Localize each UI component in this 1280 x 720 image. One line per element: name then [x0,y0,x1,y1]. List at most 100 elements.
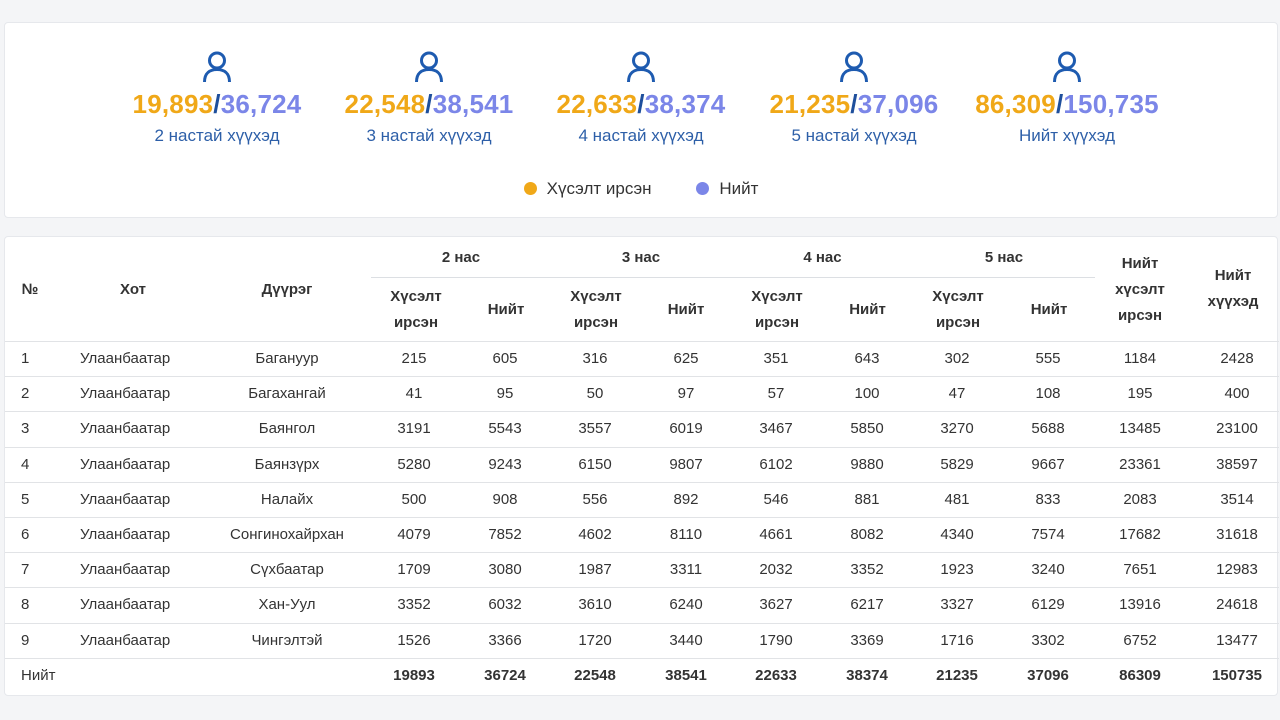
cell-city: Улаанбаатар [80,596,171,614]
stat-numbers: 19,893/36,724 [132,89,302,119]
stat-numbers: 21,235/37,096 [769,89,939,119]
cell-value: 8110 [669,526,703,543]
table-row: 3 Улаанбаатар Баянгол 3191 5543 3557 6019 3467 5… [5,411,1279,446]
header-divider [371,277,1095,278]
stat-requested: 19,893 [132,89,214,119]
cell-total-value: 22633 [755,666,797,684]
stat-numbers: 22,633/38,374 [556,89,726,119]
cell-value: 13485 [1119,420,1161,438]
cell-city: Улаанбаатар [80,385,171,403]
cell-value: 892 [673,490,699,508]
cell-value: 400 [1224,385,1250,403]
cell-value: 881 [854,490,880,508]
cell-value: 6019 [669,420,703,438]
stat-total: 150,735 [1063,89,1159,119]
cell-value: 95 [496,385,514,403]
stat-age-4: 22,633/38,374 4 настай хүүхэд [541,51,741,146]
table-row: 5 Улаанбаатар Налайх 500 908 556 892 546 881 481 8… [5,481,1279,517]
header-total: Нийт [849,301,886,318]
header-total-requested: Нийт хүсэлт ирсэн [1115,255,1165,324]
cell-value: 1790 [759,631,793,649]
header-age-4: 4 нас [803,249,842,266]
cell-total-value: 86309 [1119,666,1161,684]
table-row: 8 Улаанбаатар Хан-Уул 3352 6032 3610 6240 3627 6… [5,587,1279,622]
cell-district: Сүхбаатар [250,561,324,579]
cell-value: 1720 [578,631,612,649]
header-age-2: 2 нас [441,249,481,266]
cell-no: 6 [21,526,30,543]
cell-value: 2083 [1123,490,1157,508]
cell-value: 4340 [940,526,974,543]
header-requested: Хүсэлт ирсэн [932,288,984,331]
cell-no: 2 [21,385,30,403]
cell-value: 3240 [1031,561,1065,579]
header-total: Нийт [667,301,705,318]
stat-requested: 21,235 [769,89,851,119]
cell-value: 833 [1035,490,1061,508]
header-no: № [21,281,39,298]
cell-value: 3270 [940,420,974,438]
cell-value: 625 [673,350,699,367]
cell-total-value: 37096 [1027,666,1069,684]
cell-city: Улаанбаатар [80,631,171,649]
cell-value: 6240 [669,596,703,614]
legend-label-total: Нийт [719,179,759,198]
table-row: 4 Улаанбаатар Баянзүрх 5280 9243 6150 9807 6102… [5,446,1279,482]
cell-total-value: 150735 [1211,666,1263,684]
cell-value: 8082 [850,526,884,543]
cell-value: 3327 [940,596,974,614]
stat-label: 3 настай хүүхэд [366,126,492,145]
stat-numbers: 86,309/150,735 [975,89,1159,119]
header-total: Нийт [487,301,525,318]
stat-total: 36,724 [220,89,302,119]
cell-value: 215 [401,350,427,367]
stat-label: 4 настай хүүхэд [578,126,704,145]
cell-city: Улаанбаатар [80,561,171,579]
cell-total-value: 21235 [936,666,978,684]
cell-value: 3352 [397,596,431,614]
requested-dot-icon [523,182,537,195]
cell-value: 605 [492,350,518,367]
cell-value: 13477 [1216,631,1258,649]
table-total-row: Нийт 19893 36724 22548 38541 22633 38374 21235 3… [5,657,1279,693]
cell-value: 23100 [1216,420,1258,438]
cell-no: 9 [21,631,30,649]
cell-value: 6102 [759,455,793,473]
cell-value: 302 [944,350,970,367]
stat-numbers: 22,548/38,541 [344,89,514,119]
user-icon [627,51,655,83]
cell-value: 2428 [1220,350,1254,367]
cell-value: 6217 [850,596,884,614]
cell-value: 556 [582,490,608,508]
cell-value: 908 [492,490,518,508]
cell-value: 1526 [397,631,431,649]
header-requested: Хүсэлт ирсэн [751,288,803,331]
stat-requested: 22,633 [556,89,638,119]
cell-total-value: 38541 [665,666,707,684]
legend-item-total[interactable]: Нийт [696,179,758,199]
cell-value: 1709 [397,561,431,579]
cell-value: 97 [677,385,695,403]
cell-value: 195 [1127,385,1153,403]
cell-value: 6129 [1031,596,1065,614]
header-district: Дүүрэг [261,281,313,298]
cell-district: Налайх [260,490,314,508]
cell-value: 6150 [578,455,612,473]
cell-value: 5829 [940,455,974,473]
stat-total-children: 86,309/150,735 Нийт хүүхэд [967,51,1167,146]
cell-value: 31618 [1216,526,1258,543]
cell-no: 7 [21,561,30,579]
cell-value: 47 [948,385,966,403]
cell-district: Баянзүрх [254,455,320,473]
cell-value: 3467 [759,420,793,438]
cell-value: 351 [763,350,789,367]
cell-value: 3311 [669,561,703,579]
user-icon [415,51,443,83]
cell-value: 2032 [759,561,793,579]
cell-value: 9667 [1031,455,1065,473]
cell-value: 3557 [578,420,612,438]
cell-value: 1716 [940,631,974,649]
legend-item-requested[interactable]: Хүсэлт ирсэн [523,179,652,199]
legend: Хүсэлт ирсэн Нийт [5,179,1277,199]
cell-value: 7574 [1031,526,1065,543]
